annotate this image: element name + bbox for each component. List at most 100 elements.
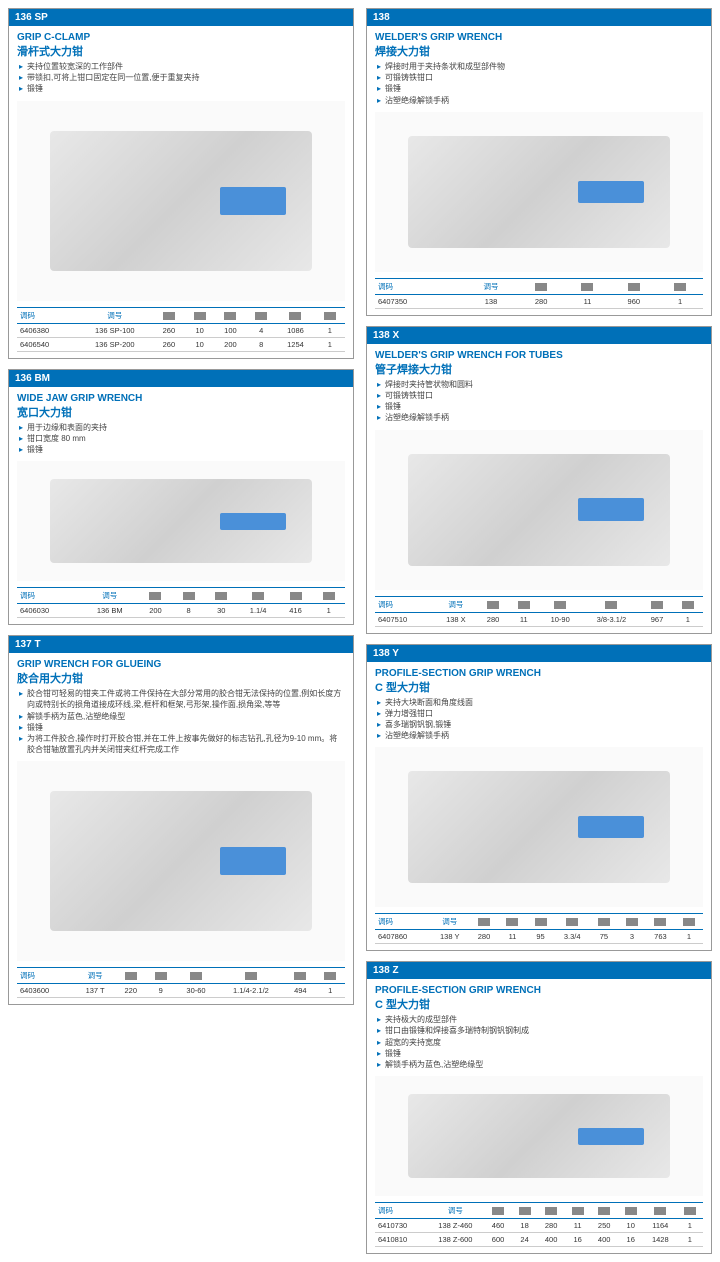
description-item: 超宽的夹持宽度 — [377, 1037, 703, 1048]
table-cell: 1086 — [276, 323, 314, 337]
table-cell: 400 — [538, 1233, 565, 1247]
description-item: 焊接时夹持管状物和圆料 — [377, 379, 703, 390]
table-header-cell — [565, 278, 611, 294]
product-code-bar: 137 T — [9, 636, 353, 653]
description-item: 为将工件胶合,操作时打开胶合钳,并在工件上按事先做好的标志钻孔,孔径为9-10 … — [19, 733, 345, 755]
spec-icon — [566, 918, 578, 926]
table-row: 6410730138 Z-46046018280112501011641 — [375, 1219, 703, 1233]
table-cell: 6410810 — [375, 1233, 426, 1247]
spec-icon — [252, 592, 264, 600]
product-image — [375, 430, 703, 590]
description-item: 锻锤 — [19, 83, 345, 94]
description-item: 锻锤 — [19, 722, 345, 733]
spec-icon — [255, 312, 267, 320]
table-cell: 6406380 — [17, 323, 76, 337]
title-english: PROFILE-SECTION GRIP WRENCH — [375, 985, 703, 996]
title-english: PROFILE-SECTION GRIP WRENCH — [375, 668, 703, 679]
table-cell: 763 — [646, 930, 675, 944]
spec-icon — [674, 283, 686, 291]
description-list: 焊接时用于夹持条状和成型部件物可锻铸铁钳口锻锤沾塑绝缘解锁手柄 — [377, 61, 703, 106]
description-item: 焊接时用于夹持条状和成型部件物 — [377, 61, 703, 72]
title-english: GRIP C-CLAMP — [17, 32, 345, 43]
spec-table: 调码调号6406030136 BM2008301.1/44161 — [17, 587, 345, 618]
spec-icon — [684, 1207, 696, 1215]
product-card: 138 ZPROFILE-SECTION GRIP WRENCHC 型大力钳夹持… — [366, 961, 712, 1254]
spec-icon — [324, 972, 336, 980]
product-image — [375, 747, 703, 907]
table-header-cell — [246, 307, 276, 323]
table-cell: 11 — [509, 612, 539, 626]
table-header-cell — [618, 1203, 644, 1219]
table-cell: 960 — [610, 294, 657, 308]
spec-icon — [518, 601, 530, 609]
spec-table: 调码调号6407510138 X2801110-903/8-3.1/29671 — [375, 596, 703, 627]
table-cell: 138 Z-600 — [426, 1233, 484, 1247]
description-item: 弹力增强钳口 — [377, 708, 703, 719]
description-item: 沾塑绝缘解锁手柄 — [377, 95, 703, 106]
table-cell: 1 — [677, 1233, 703, 1247]
table-header-cell — [675, 914, 703, 930]
spec-icon — [245, 972, 257, 980]
spec-icon — [535, 283, 547, 291]
table-header-cell — [581, 596, 641, 612]
table-header-row: 调码调号 — [375, 596, 703, 612]
product-content: WELDER'S GRIP WRENCH焊接大力钳焊接时用于夹持条状和成型部件物… — [367, 26, 711, 315]
table-cell: 280 — [518, 294, 565, 308]
description-item: 带锁扣,可将上钳口固定在同一位置,便于重复夹持 — [19, 72, 345, 83]
spec-icon — [183, 592, 195, 600]
table-header-cell — [590, 914, 618, 930]
product-content: WIDE JAW GRIP WRENCH宽口大力钳用于边缘和表面的夹持钳口宽度 … — [9, 387, 353, 625]
table-cell: 280 — [477, 612, 508, 626]
table-cell: 1 — [677, 1219, 703, 1233]
product-image — [375, 1076, 703, 1196]
table-cell: 1 — [657, 294, 703, 308]
spec-icon — [155, 972, 167, 980]
table-cell: 6406030 — [17, 604, 81, 618]
spec-icon — [581, 283, 593, 291]
table-cell: 100 — [215, 323, 246, 337]
table-header-cell — [279, 588, 313, 604]
table-cell: 260 — [153, 323, 184, 337]
table-row: 6407510138 X2801110-903/8-3.1/29671 — [375, 612, 703, 626]
spec-icon — [545, 1207, 557, 1215]
table-header-cell — [677, 1203, 703, 1219]
spec-table: 调码调号6410730138 Z-46046018280112501011641… — [375, 1202, 703, 1247]
table-header-cell: 调码 — [375, 914, 430, 930]
description-item: 锻锤 — [377, 83, 703, 94]
title-chinese: 管子焊接大力钳 — [375, 361, 703, 377]
table-header-row: 调码调号 — [17, 588, 345, 604]
table-header-cell — [238, 588, 279, 604]
table-cell: 6407350 — [375, 294, 464, 308]
table-row: 6403600137 T220930-601.1/4-2.1/24941 — [17, 984, 345, 998]
product-card: 138 YPROFILE-SECTION GRIP WRENCHC 型大力钳夹持… — [366, 644, 712, 952]
title-english: WELDER'S GRIP WRENCH FOR TUBES — [375, 350, 703, 361]
table-header-row: 调码调号 — [375, 1203, 703, 1219]
table-header-cell — [139, 588, 173, 604]
table-header-cell: 调码 — [17, 307, 76, 323]
table-cell: 400 — [591, 1233, 618, 1247]
description-item: 锻锤 — [377, 1048, 703, 1059]
table-cell: 6410730 — [375, 1219, 426, 1233]
table-header-cell — [205, 588, 238, 604]
spec-icon — [324, 312, 336, 320]
table-cell: 6403600 — [17, 984, 75, 998]
product-image — [375, 112, 703, 272]
table-cell: 1164 — [644, 1219, 677, 1233]
table-header-cell — [565, 1203, 591, 1219]
table-header-cell — [215, 307, 246, 323]
description-item: 喜多瑞钢钒钢,锻锤 — [377, 719, 703, 730]
product-code-bar: 136 BM — [9, 370, 353, 387]
table-cell: 16 — [565, 1233, 591, 1247]
table-cell: 1 — [312, 604, 345, 618]
spec-icon — [625, 1207, 637, 1215]
table-header-cell: 调号 — [430, 914, 470, 930]
product-image — [17, 761, 345, 961]
description-list: 用于边缘和表面的夹持钳口宽度 80 mm锻锤 — [19, 422, 345, 456]
table-header-cell — [646, 914, 675, 930]
spec-icon — [572, 1207, 584, 1215]
table-header-row: 调码调号 — [375, 914, 703, 930]
table-header-cell — [116, 968, 146, 984]
description-item: 胶合钳可轻易的钳夹工件或将工件保持在大部分常用的胶合钳无法保持的位置,例如长度方… — [19, 688, 345, 710]
table-header-cell — [673, 596, 703, 612]
table-header-cell — [498, 914, 526, 930]
